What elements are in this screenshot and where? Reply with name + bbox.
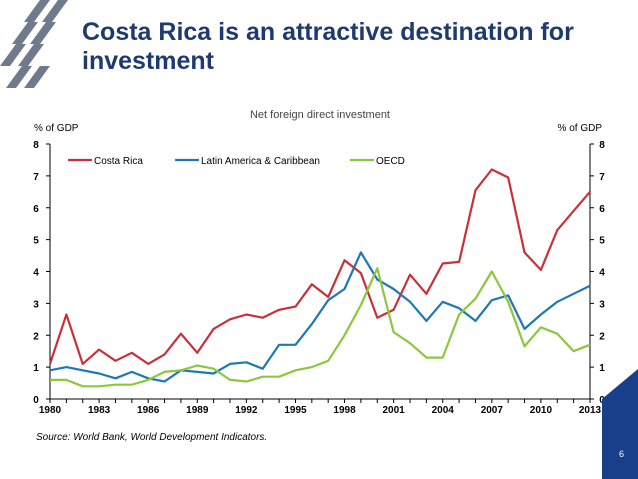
slide-title: Costa Rica is an attractive destination … [82, 18, 574, 75]
y-tick-label-right: 1 [599, 363, 605, 374]
page-number: 6 [618, 449, 624, 459]
x-tick-label: 1983 [88, 405, 111, 416]
y-tick-label-left: 3 [33, 299, 39, 310]
legend: Costa Rica Latin America & Caribbean OECD [68, 156, 405, 167]
y-tick-label-left: 4 [33, 268, 39, 279]
series-line-latin-america-caribbean [49, 251, 591, 383]
x-tick-label: 1998 [333, 405, 356, 416]
x-tick-label: 1989 [186, 405, 209, 416]
logo-chevrons [0, 0, 68, 88]
legend-label: Latin America & Caribbean [201, 156, 320, 167]
legend-label: Costa Rica [94, 156, 143, 167]
y-axis-label-right: % of GDP [558, 123, 603, 134]
y-axis-label-left: % of GDP [34, 123, 79, 134]
x-tick-label: 2010 [530, 405, 553, 416]
y-tick-label-right: 6 [599, 204, 605, 215]
y-tick-label-left: 0 [33, 395, 39, 406]
x-tick-label: 2001 [383, 405, 406, 416]
y-tick-label-right: 5 [599, 236, 605, 247]
chart-title: Net foreign direct investment [250, 109, 390, 121]
x-tick-label: 1980 [39, 405, 62, 416]
x-tick-label: 1992 [235, 405, 258, 416]
y-tick-label-left: 7 [33, 172, 39, 183]
y-tick-label-left: 1 [33, 363, 39, 374]
y-tick-label-left: 8 [33, 140, 39, 151]
x-ticks: 1980 1983 1986 1989 1992 1995 1998 2001 2004 2007… [39, 399, 602, 416]
series-line-costa-rica [48, 168, 591, 365]
y-ticks-left: 0 1 2 3 4 5 6 7 8 [33, 140, 50, 406]
y-tick-label-left: 2 [33, 331, 39, 342]
y-tick-label-right: 2 [599, 331, 605, 342]
corner-decoration [602, 369, 638, 479]
y-tick-label-right: 7 [599, 172, 605, 183]
x-tick-label: 2004 [432, 405, 455, 416]
x-tick-label: 2013 [579, 405, 602, 416]
series-line-oecd [50, 267, 591, 388]
y-tick-label-right: 3 [599, 299, 605, 310]
x-tick-label: 1986 [137, 405, 160, 416]
oecd-chevrons-icon [0, 0, 68, 88]
y-tick-label-right: 8 [599, 140, 605, 151]
series-lines [48, 168, 591, 388]
legend-label: OECD [376, 156, 405, 167]
source-note: Source: World Bank, World Development In… [36, 432, 268, 443]
x-tick-label: 2007 [481, 405, 504, 416]
y-tick-label-right: 4 [599, 268, 605, 279]
y-tick-label-left: 6 [33, 204, 39, 215]
y-tick-label-left: 5 [33, 236, 39, 247]
x-tick-label: 1995 [284, 405, 307, 416]
